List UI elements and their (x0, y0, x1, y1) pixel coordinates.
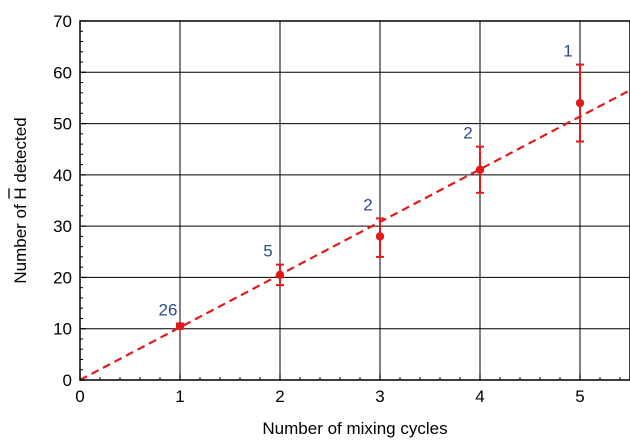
fit-line (79, 89, 630, 381)
y-tick-label: 20 (53, 268, 72, 287)
data-point (575, 98, 585, 108)
point-annotation: 5 (263, 242, 272, 261)
data-point (275, 270, 285, 280)
x-tick-label: 3 (375, 387, 384, 406)
y-axis-title-prefix: Number of (11, 200, 30, 284)
y-tick-label: 40 (53, 166, 72, 185)
x-tick-label: 0 (75, 387, 84, 406)
y-tick-label: 10 (53, 320, 72, 339)
point-annotation: 2 (463, 124, 472, 143)
data-point (375, 232, 385, 241)
annotations-group: 26 5 2 2 1 (159, 42, 573, 320)
y-axis-title-symbol: H (11, 187, 30, 199)
x-tick-label: 2 (275, 387, 284, 406)
y-tick-label: 30 (53, 217, 72, 236)
plot-frame (79, 20, 630, 381)
data-point (475, 165, 485, 174)
x-axis-ticks: 0 1 2 3 4 5 (75, 374, 621, 406)
fit-line-group (79, 89, 630, 381)
y-axis-title-suffix: detected (11, 117, 30, 187)
x-axis-title: Number of mixing cycles (262, 419, 447, 438)
point-annotation: 26 (159, 301, 178, 320)
y-axis-ticks: 0 10 20 30 40 50 60 70 (53, 12, 86, 390)
x-tick-label: 1 (175, 387, 184, 406)
point-annotation: 1 (563, 42, 572, 61)
data-point (175, 321, 185, 331)
y-tick-label: 0 (63, 371, 72, 390)
y-tick-label: 50 (53, 115, 72, 134)
x-tick-label: 5 (575, 387, 584, 406)
point-annotation: 2 (363, 195, 372, 214)
data-points-group (175, 63, 585, 331)
y-tick-label: 70 (53, 12, 72, 31)
grid (80, 21, 630, 380)
x-tick-label: 4 (475, 387, 484, 406)
y-tick-label: 60 (53, 63, 72, 82)
y-axis-title: Number of H detected (11, 117, 30, 283)
